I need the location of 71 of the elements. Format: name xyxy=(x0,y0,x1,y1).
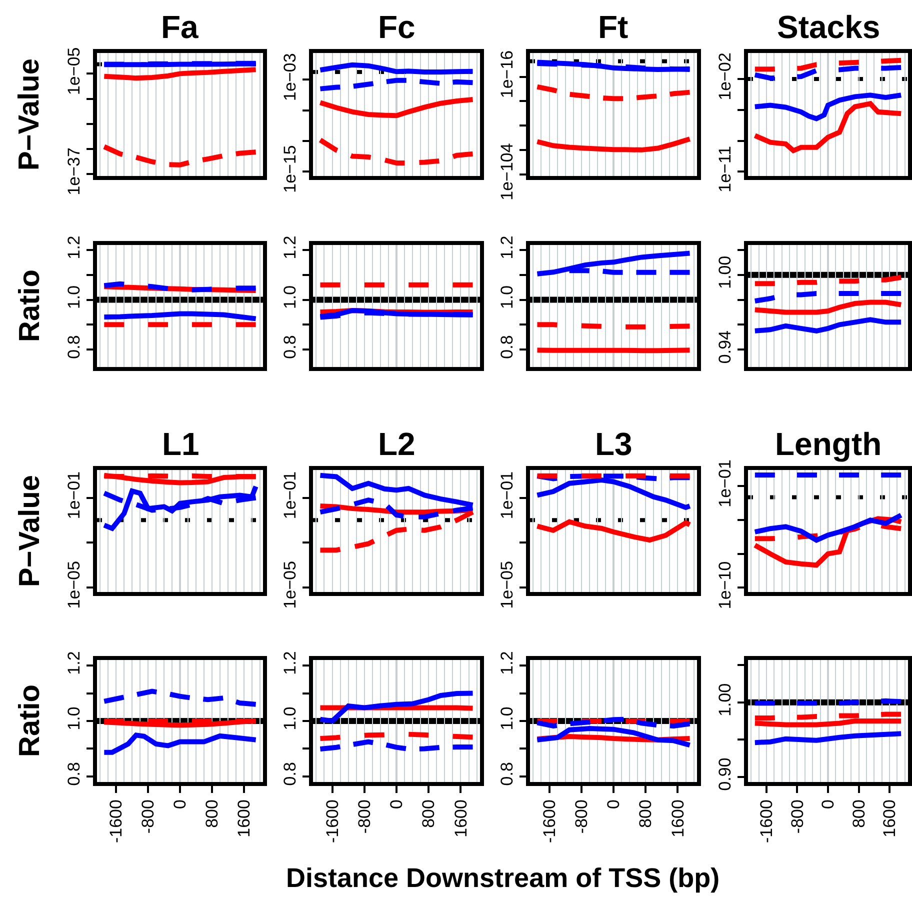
x-tick-label: 0 xyxy=(387,800,406,810)
y-tick-label: 1.2 xyxy=(497,651,516,675)
x-tick-label: -800 xyxy=(138,800,158,834)
y-tick-label: 1e−104 xyxy=(497,143,516,200)
x-tick-label: 1600 xyxy=(668,800,688,838)
y-tick-label: 0.8 xyxy=(64,762,84,786)
x-tick-label: 800 xyxy=(202,800,222,828)
x-tick-label: 0 xyxy=(818,800,838,810)
y-axis-title: P−Value xyxy=(14,58,46,170)
y-tick-label: 1e−05 xyxy=(64,560,84,609)
y-tick-label: 1.0 xyxy=(64,706,84,730)
y-tick-label: 1.2 xyxy=(64,651,84,675)
chart-title: Length xyxy=(775,426,882,462)
y-tick-label: 1.0 xyxy=(280,706,300,730)
y-tick-label: 1e−05 xyxy=(64,47,84,96)
y-tick-label: 0.8 xyxy=(64,335,84,359)
y-tick-label: 1e−02 xyxy=(715,52,734,100)
y-tick-label: 1e−05 xyxy=(497,560,516,609)
x-tick-label: -800 xyxy=(788,800,807,834)
y-tick-label: 1e−10 xyxy=(715,561,734,610)
y-tick-label: 1.2 xyxy=(280,651,300,675)
y-tick-label: 1e−03 xyxy=(280,53,300,101)
chart-title: L2 xyxy=(378,426,416,462)
y-tick-label: 1e−01 xyxy=(280,471,300,520)
y-tick-label: 1.0 xyxy=(64,285,84,310)
y-tick-label: 0.90 xyxy=(715,758,734,791)
y-tick-label: 1e−01 xyxy=(497,471,516,520)
x-tick-label: 0 xyxy=(170,800,190,810)
y-axis-title: Ratio xyxy=(14,270,46,342)
x-tick-label: -1600 xyxy=(322,800,342,844)
y-tick-label: 1e−16 xyxy=(497,50,516,98)
y-tick-label: 0.8 xyxy=(280,335,300,359)
chart-title: L3 xyxy=(595,426,632,462)
y-axis-title: P−Value xyxy=(14,474,46,587)
y-tick-label: 1.2 xyxy=(64,236,84,260)
y-tick-label: 1.0 xyxy=(497,706,516,730)
x-tick-label: 1600 xyxy=(451,800,470,838)
x-tick-label: 800 xyxy=(849,800,868,828)
x-tick-label: 1600 xyxy=(234,800,254,838)
chart-title: Stacks xyxy=(777,9,880,45)
y-tick-label: 0.8 xyxy=(497,335,516,359)
chart-title: Fc xyxy=(378,9,416,45)
chart-title: Ft xyxy=(598,9,629,45)
y-tick-label: 0.94 xyxy=(715,330,734,364)
y-tick-label: 0.8 xyxy=(280,762,300,786)
y-tick-label: 1.2 xyxy=(280,236,300,260)
y-tick-label: 0.8 xyxy=(497,762,516,786)
y-tick-label: 1e−37 xyxy=(64,148,84,196)
y-tick-label: 1e−01 xyxy=(64,471,84,520)
y-tick-label: 1.0 xyxy=(280,285,300,310)
x-tick-label: 0 xyxy=(604,800,624,810)
y-tick-label: 1e−01 xyxy=(715,460,734,508)
y-axis-title: Ratio xyxy=(14,684,46,757)
x-tick-label: -1600 xyxy=(756,800,776,844)
y-tick-label: 1.0 xyxy=(497,285,516,310)
x-tick-label: -1600 xyxy=(540,800,559,844)
x-tick-label: -800 xyxy=(572,800,591,834)
x-tick-label: -1600 xyxy=(106,800,126,844)
y-tick-label: 1.2 xyxy=(497,236,516,260)
y-tick-label: 1e−05 xyxy=(280,560,300,609)
chart-title: Fa xyxy=(161,9,199,45)
y-tick-label: 1e−11 xyxy=(715,146,734,192)
y-tick-label: 1.00 xyxy=(715,256,734,289)
x-tick-label: -800 xyxy=(354,800,374,834)
x-tick-label: 800 xyxy=(419,800,438,828)
x-tick-label: 1600 xyxy=(880,800,900,838)
x-tick-label: 800 xyxy=(636,800,656,828)
y-tick-label: 1e−15 xyxy=(280,145,300,193)
chart-title: L1 xyxy=(162,426,200,462)
x-axis-title: Distance Downstream of TSS (bp) xyxy=(286,863,720,893)
y-tick-label: 1.00 xyxy=(715,683,734,716)
